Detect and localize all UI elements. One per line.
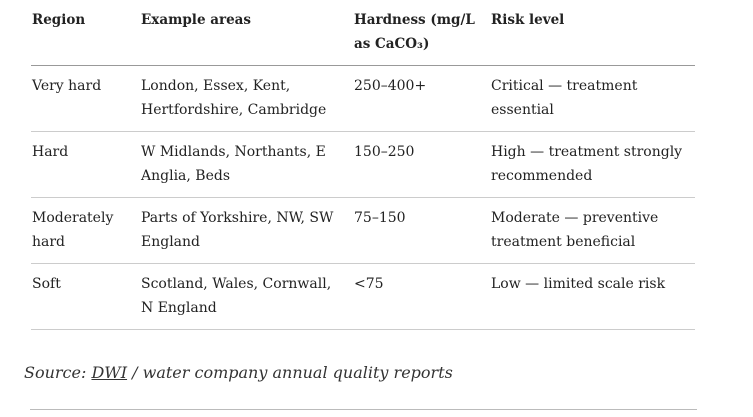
- column-header: Risk level: [490, 0, 695, 66]
- table-cell: High — treatment strongly recommended: [490, 131, 695, 198]
- hardness-table: Region Example areas Hardness (mg/L as CaC…: [31, 0, 695, 330]
- table-cell: Moderate — preventive treatment benefici…: [490, 197, 695, 264]
- column-header: Region: [31, 0, 140, 66]
- divider: [30, 409, 697, 410]
- table-cell: Hard: [31, 131, 140, 198]
- table-cell: Parts of Yorkshire, NW, SW England: [140, 197, 353, 264]
- table-row: Moderately hard Parts of Yorkshire, NW, S…: [31, 197, 695, 264]
- source-prefix: Source:: [24, 363, 87, 382]
- table-cell: Soft: [31, 263, 140, 330]
- table-cell: Moderately hard: [31, 197, 140, 264]
- table-cell: Critical — treatment essential: [490, 65, 695, 132]
- table-cell: Scotland, Wales, Cornwall, N England: [140, 263, 353, 330]
- table-cell: <75: [353, 263, 490, 330]
- column-header: Hardness (mg/L as CaCO₃): [353, 0, 490, 66]
- table-cell: Low — limited scale risk: [490, 263, 695, 330]
- table-body: Very hard London, Essex, Kent, Hertfordsh…: [31, 65, 695, 330]
- source-suffix: / water company annual quality reports: [132, 363, 453, 382]
- table-cell: W Midlands, Northants, E Anglia, Beds: [140, 131, 353, 198]
- table-row: Soft Scotland, Wales, Cornwall, N England…: [31, 263, 695, 330]
- table-cell: 75–150: [353, 197, 490, 264]
- source-note: Source: DWI / water company annual quali…: [24, 360, 453, 386]
- source-link[interactable]: DWI: [91, 363, 128, 382]
- table-row: Hard W Midlands, Northants, E Anglia, Bed…: [31, 131, 695, 198]
- table-cell: Very hard: [31, 65, 140, 132]
- table-row: Very hard London, Essex, Kent, Hertfordsh…: [31, 65, 695, 132]
- table-cell: London, Essex, Kent, Hertfordshire, Camb…: [140, 65, 353, 132]
- table-cell: 150–250: [353, 131, 490, 198]
- header-row: Region Example areas Hardness (mg/L as CaC…: [31, 0, 695, 66]
- table-cell: 250–400+: [353, 65, 490, 132]
- column-header: Example areas: [140, 0, 353, 66]
